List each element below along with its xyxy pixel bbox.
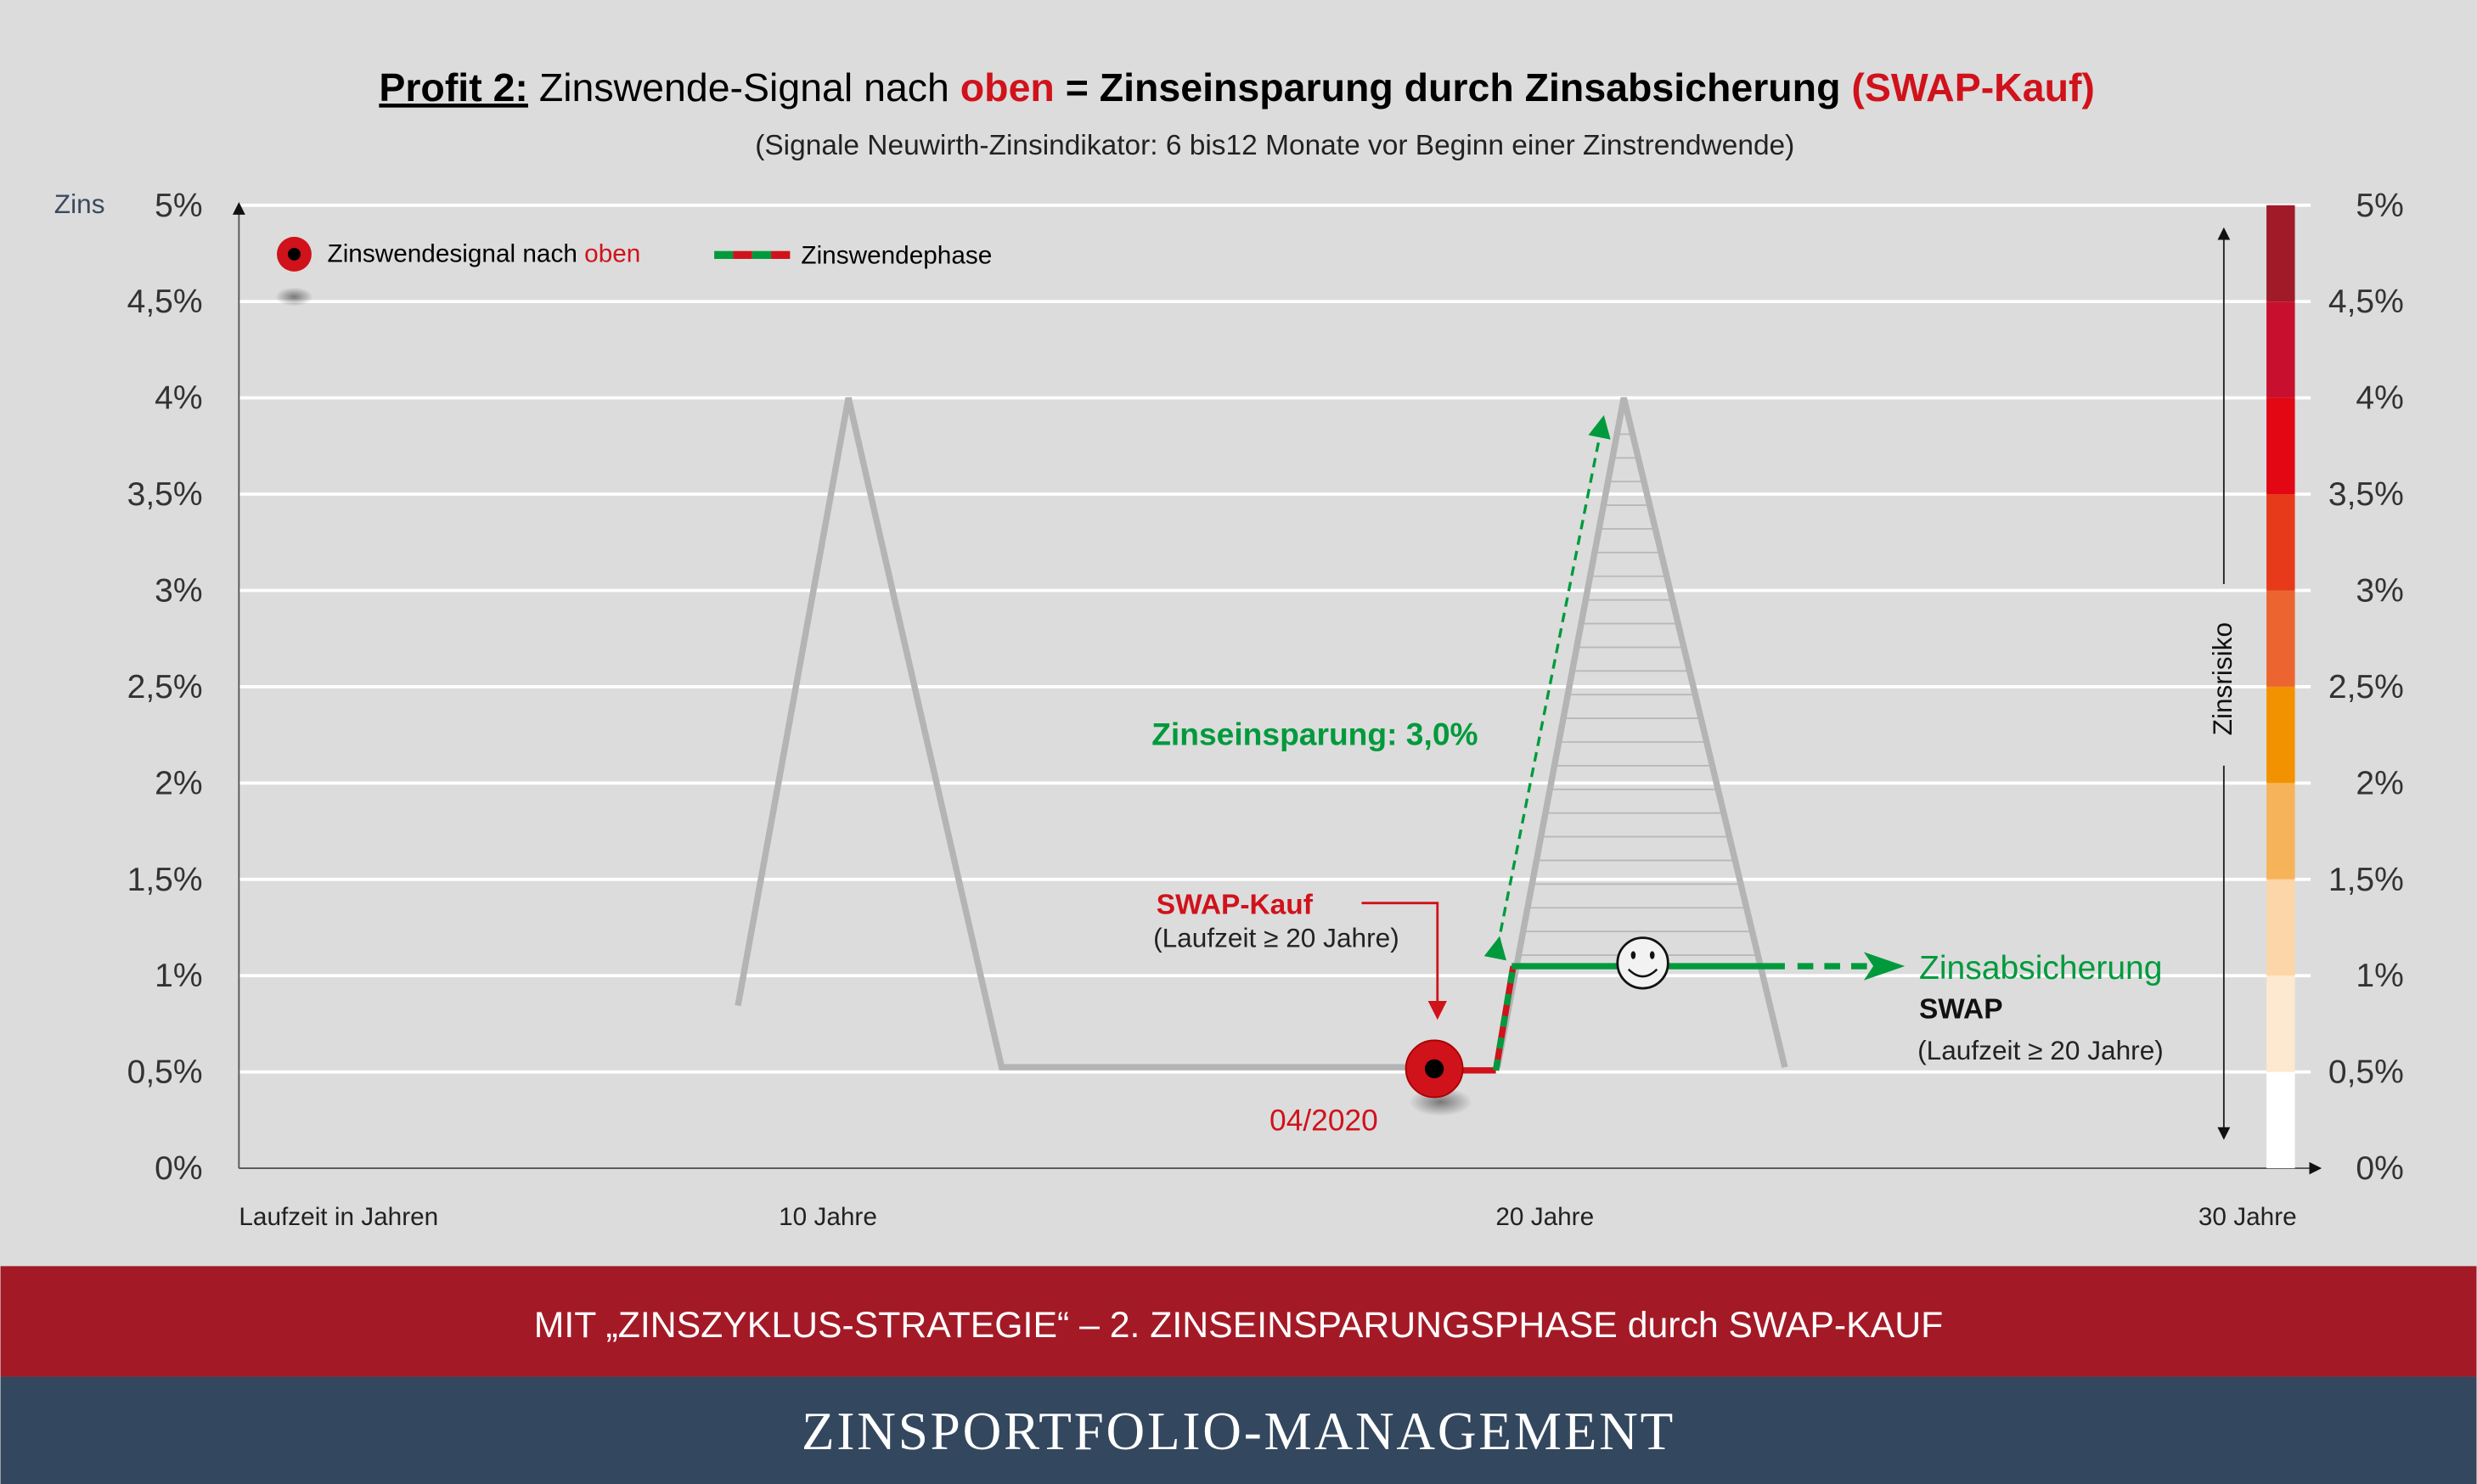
y-tick-label-right: 3% [2356, 572, 2403, 609]
y-tick-label-right: 4,5% [2328, 284, 2404, 320]
smiley-icon [1616, 936, 1669, 990]
y-tick-label-right: 4% [2356, 380, 2403, 417]
risk-segment [2266, 590, 2295, 687]
y-tick-label: 3,5% [127, 476, 203, 513]
risk-segment [2266, 397, 2295, 495]
risk-segment [2266, 494, 2295, 591]
legend-phase: Zinswendephase [801, 242, 992, 270]
y-tick-label: 1,5% [127, 862, 203, 898]
y-tick-label-right: 2% [2356, 765, 2403, 801]
y-tick-label-right: 0% [2356, 1150, 2403, 1187]
swap-buy-pointer [1361, 902, 1447, 1020]
rate-cycle-1 [735, 396, 1438, 1071]
y-tick-label: 2,5% [127, 669, 203, 705]
risk-segment [2266, 1071, 2295, 1169]
risk-segment [2266, 205, 2295, 302]
hedge-term: (Laufzeit ≥ 20 Jahre) [1917, 1035, 2164, 1065]
phase-line-icon [714, 250, 791, 259]
risk-scale [2266, 205, 2295, 1169]
y-ticks-right: 0% 0,5% 1% 1,5% 2% 2,5% 3% 3,5% 4% 4,5% 5% [2328, 188, 2404, 1187]
hedge-swap-label: SWAP [1919, 993, 2003, 1025]
x-tick: 30 Jahre [2198, 1203, 2297, 1231]
savings-label: Zinseinsparung: 3,0% [1151, 717, 1478, 752]
y-tick-label-right: 3,5% [2328, 476, 2404, 513]
y-tick-label: 1% [155, 958, 202, 994]
y-tick-label-right: 5% [2356, 188, 2403, 224]
hedge-label: Zinsabsicherung [1919, 950, 2163, 987]
y-tick-label: 0,5% [127, 1054, 203, 1091]
y-tick-label: 2% [155, 765, 202, 801]
y-tick-label-right: 1% [2356, 958, 2403, 994]
x-tick: 20 Jahre [1495, 1203, 1594, 1231]
chart-subtitle: (Signale Neuwirth-Zinsindikator: 6 bis12… [755, 130, 1794, 161]
footer-title: ZINSPORTFOLIO-MANAGEMENT [802, 1402, 1675, 1461]
strategy-banner-text: MIT „ZINSZYKLUS-STRATEGIE“ – 2. ZINSEINS… [534, 1305, 1943, 1346]
savings-hatching [1518, 433, 1759, 956]
strategy-banner [0, 1266, 2477, 1377]
signal-date: 04/2020 [1269, 1104, 1378, 1137]
y-tick-label: 5% [155, 188, 202, 224]
risk-segment [2266, 879, 2295, 976]
swap-buy-term: (Laufzeit ≥ 20 Jahre) [1153, 923, 1399, 953]
chart-title: Profit 2: Zinswende-Signal nach oben = Z… [379, 65, 2095, 110]
risk-segment [2266, 301, 2295, 398]
risk-label: Zinsrisiko [2207, 622, 2238, 735]
y-tick-label: 3% [155, 572, 202, 609]
y-tick-label-right: 0,5% [2328, 1054, 2404, 1091]
turn-phase-line [1492, 965, 1517, 1071]
y-ticks-left: 0% 0,5% 1% 1,5% 2% 2,5% 3% 3,5% 4% 4,5% 5% [127, 188, 203, 1187]
x-axis-label: Laufzeit in Jahren [239, 1203, 438, 1231]
savings-arrow [1483, 414, 1611, 961]
y-tick-label: 4% [155, 380, 202, 417]
y-tick-label-right: 2,5% [2328, 669, 2404, 705]
y-tick-label: 4,5% [127, 284, 203, 320]
swap-buy-label: SWAP-Kauf [1157, 890, 1314, 921]
y-tick-label: 0% [155, 1150, 202, 1187]
y-axis-label: Zins [54, 188, 105, 219]
x-tick: 10 Jahre [779, 1203, 877, 1231]
gridlines [239, 203, 2311, 1074]
risk-segment [2266, 686, 2295, 784]
legend-signal: Zinswendesignal nach oben [328, 240, 641, 268]
signal-shadow [275, 287, 313, 306]
risk-segment [2266, 783, 2295, 880]
risk-segment [2266, 975, 2295, 1072]
y-tick-label-right: 1,5% [2328, 862, 2404, 898]
footer-bar [0, 1376, 2477, 1484]
